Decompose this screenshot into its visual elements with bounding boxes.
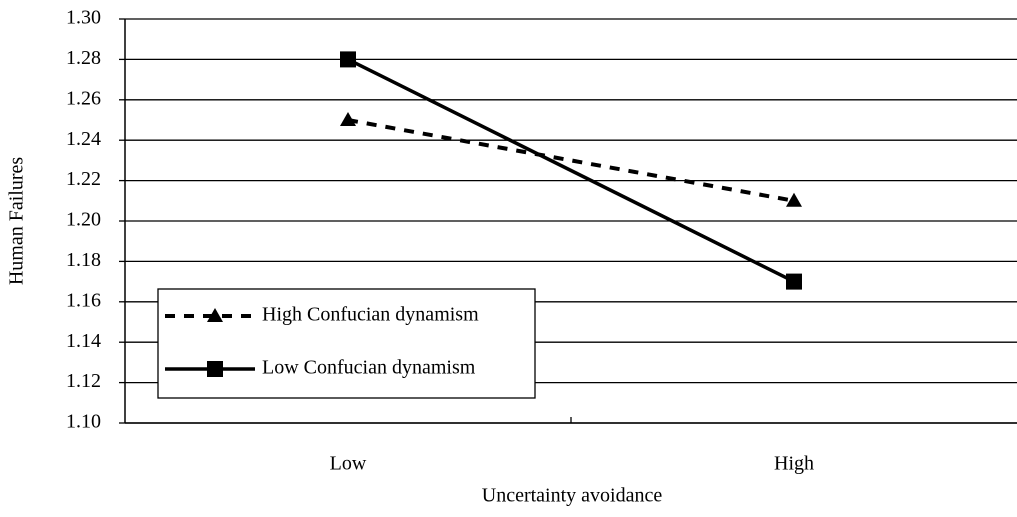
- marker: [786, 273, 802, 290]
- series-line: [347, 118, 795, 203]
- y-tick-label: 1.26: [66, 87, 101, 109]
- marker: [340, 51, 356, 68]
- x-tick-label: Low: [330, 453, 367, 475]
- y-tick-label: 1.24: [66, 128, 101, 150]
- y-tick-label: 1.12: [66, 370, 101, 392]
- y-axis-label: Human Failures: [6, 157, 28, 286]
- legend: High Confucian dynamism Low Confucian dyn…: [157, 288, 536, 399]
- y-tick-label: 1.18: [66, 249, 101, 271]
- legend-marker: [207, 361, 223, 377]
- y-tick-label: 1.20: [66, 209, 101, 231]
- x-tick-label: High: [774, 453, 814, 475]
- y-tick-label: 1.10: [66, 411, 101, 433]
- legend-label: High Confucian dynamism: [262, 304, 479, 326]
- legend-label: Low Confucian dynamism: [262, 357, 476, 379]
- x-axis-label: Uncertainty avoidance: [482, 485, 663, 507]
- y-tick-label: 1.16: [66, 289, 101, 311]
- legend-box: [157, 288, 536, 399]
- y-tick-label: 1.28: [66, 47, 101, 69]
- y-tick-label: 1.22: [66, 168, 101, 190]
- y-tick-label: 1.30: [66, 7, 101, 29]
- marker: [340, 112, 356, 126]
- legend-marker: [207, 308, 223, 322]
- series-line: [347, 57, 795, 284]
- y-tick-label: 1.14: [66, 330, 101, 352]
- marker: [786, 192, 802, 207]
